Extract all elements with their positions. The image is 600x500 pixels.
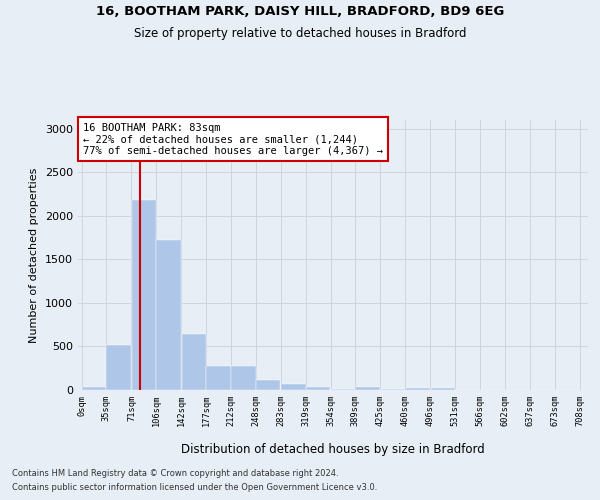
Text: 16 BOOTHAM PARK: 83sqm
← 22% of detached houses are smaller (1,244)
77% of semi-: 16 BOOTHAM PARK: 83sqm ← 22% of detached…	[83, 122, 383, 156]
Bar	[405, 388, 430, 390]
Y-axis label: Number of detached properties: Number of detached properties	[29, 168, 40, 342]
Text: 16, BOOTHAM PARK, DAISY HILL, BRADFORD, BD9 6EG: 16, BOOTHAM PARK, DAISY HILL, BRADFORD, …	[96, 5, 504, 18]
Bar	[82, 388, 106, 390]
Bar	[380, 389, 405, 390]
Bar	[331, 388, 355, 390]
Text: Distribution of detached houses by size in Bradford: Distribution of detached houses by size …	[181, 442, 485, 456]
Bar	[306, 386, 331, 390]
Bar	[355, 388, 380, 390]
Bar	[106, 344, 131, 390]
Bar	[182, 334, 206, 390]
Bar	[131, 200, 156, 390]
Text: Size of property relative to detached houses in Bradford: Size of property relative to detached ho…	[134, 28, 466, 40]
Text: Contains HM Land Registry data © Crown copyright and database right 2024.: Contains HM Land Registry data © Crown c…	[12, 468, 338, 477]
Bar	[156, 240, 181, 390]
Bar	[281, 384, 306, 390]
Bar	[206, 366, 230, 390]
Bar	[431, 388, 455, 390]
Bar	[231, 366, 256, 390]
Bar	[256, 380, 280, 390]
Text: Contains public sector information licensed under the Open Government Licence v3: Contains public sector information licen…	[12, 484, 377, 492]
